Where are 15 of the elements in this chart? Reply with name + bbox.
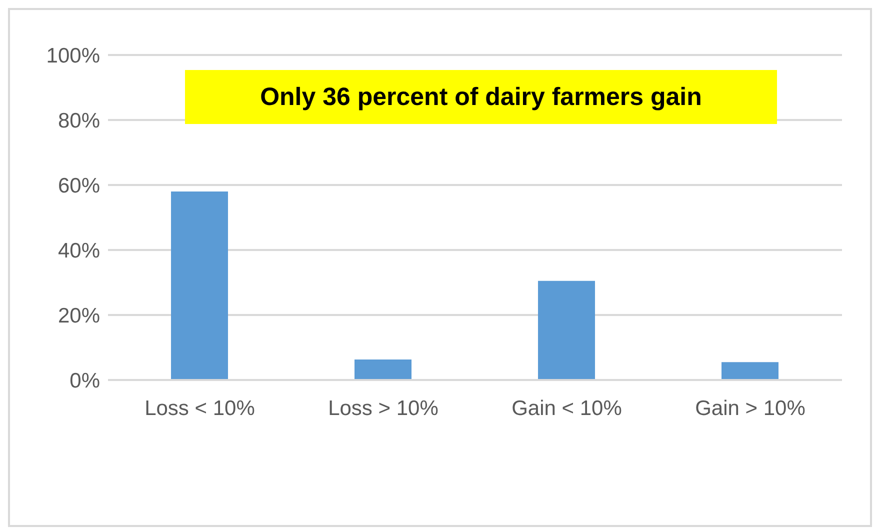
bar [171, 192, 228, 380]
y-tick-label: 0% [70, 369, 100, 392]
y-tick-label: 20% [58, 304, 100, 328]
x-tick-label: Gain > 10% [695, 396, 806, 420]
bar [354, 360, 412, 380]
bar [722, 362, 778, 380]
y-tick-label: 60% [58, 174, 100, 198]
y-tick-label: 100% [46, 44, 100, 68]
x-tick-label: Loss > 10% [328, 396, 438, 420]
text: Only 36 percent of dairy farmers gain [260, 82, 702, 112]
bar [538, 280, 595, 380]
y-tick-label: 80% [58, 109, 100, 132]
y-tick-label: 40% [58, 239, 100, 262]
x-tick-label: Gain < 10% [512, 396, 622, 420]
x-tick-label: Loss < 10% [144, 396, 255, 420]
